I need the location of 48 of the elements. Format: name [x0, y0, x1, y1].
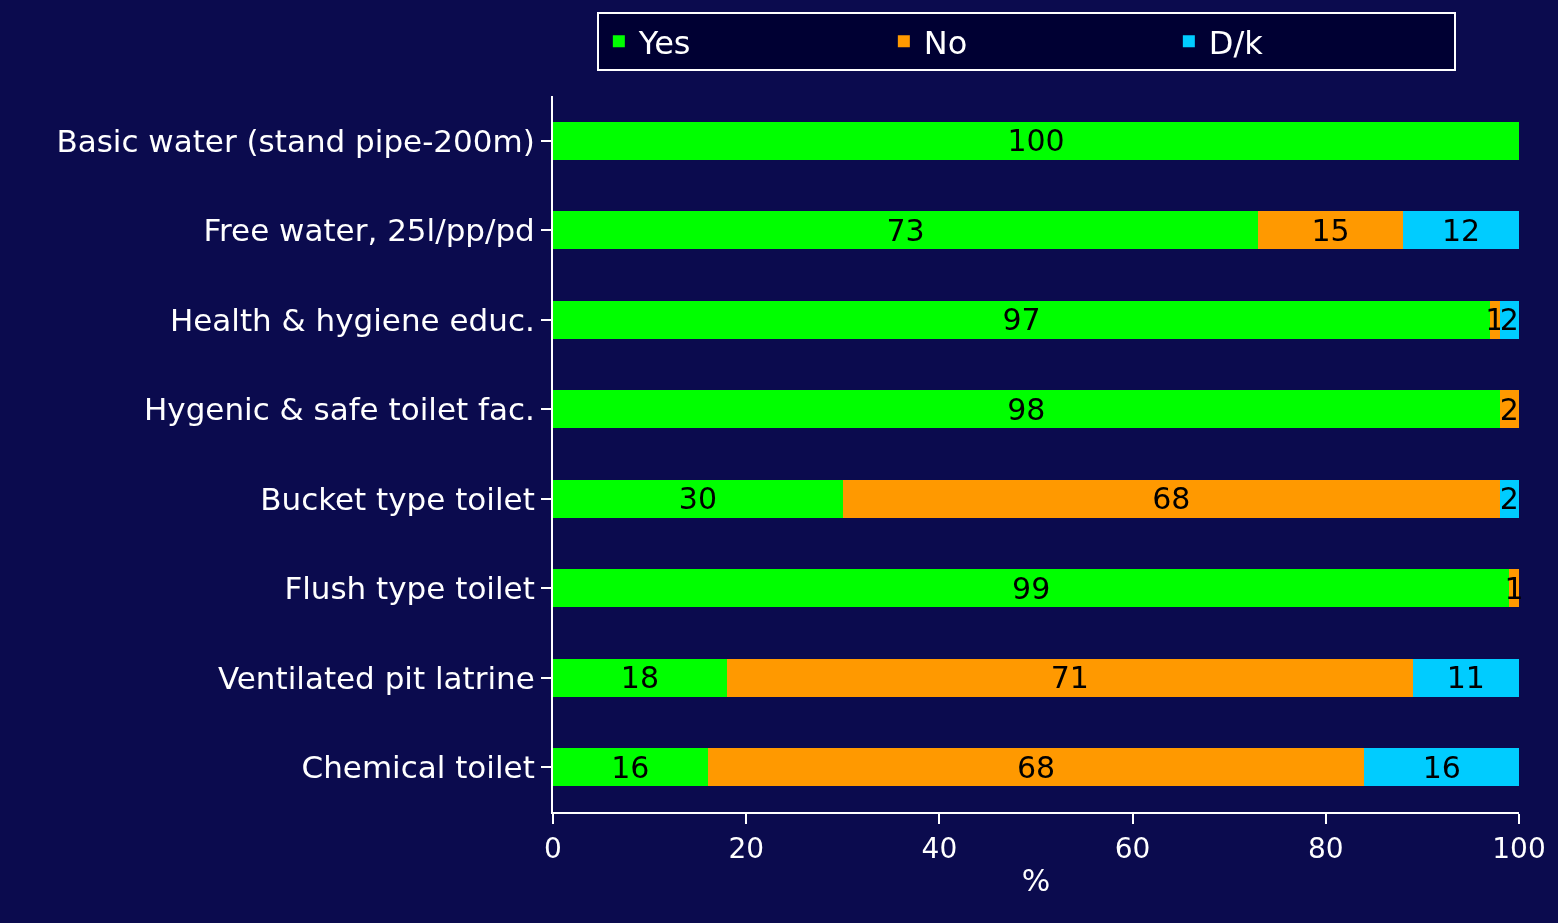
y-tick-label: Basic water (stand pipe-200m) — [56, 122, 535, 159]
data-label: 16 — [611, 749, 650, 785]
data-label: 68 — [1152, 481, 1191, 517]
data-label: 97 — [1002, 302, 1041, 338]
bar — [553, 479, 843, 518]
data-label: 12 — [1441, 212, 1481, 248]
y-tick-label: Flush type toilet — [284, 570, 535, 607]
data-label: 18 — [620, 660, 660, 696]
bar — [1403, 211, 1519, 250]
y-tick-label: Chemical toilet — [301, 749, 535, 786]
bar — [1364, 748, 1519, 787]
y-tick-label: Hygenic & safe toilet fac. — [143, 391, 535, 428]
y-tick-label: Health & hygiene educ. — [169, 301, 535, 338]
y-tick-label: Ventilated pit latrine — [218, 659, 535, 696]
data-label: 16 — [1422, 749, 1461, 785]
data-label: 2 — [1499, 481, 1519, 517]
x-axis-title: % — [1021, 862, 1051, 898]
data-label: 2 — [1499, 391, 1519, 427]
data-label: 68 — [1016, 749, 1056, 785]
legend-label: D/k — [1208, 23, 1264, 62]
bar — [553, 211, 1259, 250]
legend-label: Yes — [637, 23, 691, 62]
bar — [553, 748, 708, 787]
data-label: 98 — [1007, 391, 1046, 427]
x-tick-label: 20 — [728, 831, 765, 865]
x-tick-label: 40 — [921, 831, 958, 865]
bar — [707, 748, 1365, 787]
x-tick-label: 60 — [1114, 831, 1151, 865]
data-label: 15 — [1311, 212, 1350, 248]
legend-label: No — [923, 23, 968, 62]
bar — [1412, 658, 1519, 697]
bar — [553, 658, 727, 697]
bar — [726, 658, 1413, 697]
bar — [553, 390, 1500, 429]
bar — [1258, 211, 1404, 250]
x-tick-label: 0 — [544, 831, 562, 865]
data-label: 11 — [1446, 660, 1485, 696]
data-label: 30 — [678, 481, 717, 517]
data-label: 71 — [1050, 660, 1089, 696]
data-label: 73 — [886, 212, 925, 248]
x-tick-label: 80 — [1307, 831, 1344, 865]
bar — [553, 121, 1519, 160]
y-tick-label: Free water, 25l/pp/pd — [203, 212, 535, 249]
bar — [842, 479, 1500, 518]
data-label: 100 — [1007, 123, 1065, 159]
x-tick-label: 100 — [1492, 831, 1546, 865]
data-label: 99 — [1012, 570, 1051, 606]
y-tick-label: Bucket type toilet — [260, 480, 535, 517]
